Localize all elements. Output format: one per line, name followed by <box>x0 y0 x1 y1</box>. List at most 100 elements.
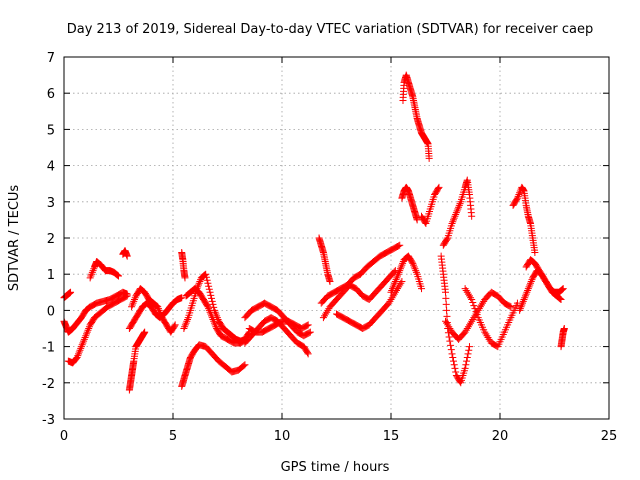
data-point <box>183 317 191 325</box>
data-point <box>506 302 514 310</box>
data-point <box>442 317 449 325</box>
data-point <box>89 267 97 275</box>
data-point <box>396 265 404 273</box>
data-point <box>394 272 402 280</box>
data-point <box>391 279 399 287</box>
data-point <box>205 285 213 293</box>
data-point <box>522 290 530 298</box>
data-point <box>443 312 451 320</box>
data-point <box>558 285 566 293</box>
data-point <box>447 341 455 349</box>
data-point <box>450 361 458 369</box>
data-point <box>181 321 189 329</box>
data-point <box>445 323 453 331</box>
data-point <box>513 194 521 202</box>
series-track-i <box>132 328 149 351</box>
series-track-p <box>245 317 312 336</box>
data-point <box>448 350 456 358</box>
data-point <box>304 321 312 329</box>
data-point <box>525 283 533 291</box>
data-point <box>517 303 525 311</box>
data-point <box>208 294 216 302</box>
series-track-x <box>418 183 443 228</box>
data-point <box>303 349 311 357</box>
data-point <box>210 319 218 327</box>
data-point <box>84 326 92 334</box>
data-point <box>468 212 476 220</box>
data-point <box>195 279 203 287</box>
data-point <box>387 296 395 304</box>
data-point <box>444 321 452 329</box>
series-track-e <box>119 247 131 260</box>
series-track-z <box>439 176 476 249</box>
data-point <box>435 183 443 191</box>
data-point <box>560 325 568 332</box>
series-track-w <box>398 183 421 224</box>
data-point <box>210 317 218 325</box>
data-point <box>324 306 332 314</box>
data-point <box>388 294 396 302</box>
y-axis-label: SDTVAR / TECUs <box>7 185 22 292</box>
data-point <box>409 259 417 267</box>
x-tick-label: 5 <box>169 429 177 444</box>
data-point <box>454 205 462 213</box>
data-point <box>393 274 401 282</box>
data-point <box>516 305 524 313</box>
data-point <box>154 305 162 313</box>
y-tick-label: 1 <box>47 268 55 283</box>
series-track-a <box>60 288 131 336</box>
data-point <box>442 300 450 308</box>
x-tick-label: 0 <box>60 429 68 444</box>
axis-ticks: 0 5 10 15 20 25 -3 -2 -1 0 1 2 3 4 5 6 7 <box>42 51 617 444</box>
data-point <box>476 303 484 311</box>
data-point <box>211 321 219 329</box>
data-point <box>450 214 458 222</box>
data-point <box>455 201 463 209</box>
data-point <box>413 216 421 224</box>
data-point <box>208 314 216 322</box>
data-point <box>184 315 192 323</box>
data-point <box>453 207 461 215</box>
data-point <box>85 325 93 332</box>
data-point <box>518 301 526 309</box>
data-point <box>455 203 463 211</box>
y-tick-label: 3 <box>47 196 55 211</box>
data-point <box>464 323 472 331</box>
data-point <box>462 286 470 294</box>
data-point <box>205 282 213 290</box>
data-point <box>513 195 521 203</box>
series-track-b <box>64 292 131 367</box>
series-track-f <box>125 343 140 394</box>
data-point <box>131 294 139 302</box>
data-point <box>521 294 529 302</box>
series-track-c <box>60 288 75 302</box>
data-point <box>157 310 165 318</box>
data-point <box>443 235 451 243</box>
y-tick-label: 7 <box>47 51 55 66</box>
data-point <box>209 300 217 308</box>
data-point <box>448 220 456 228</box>
data-point <box>208 297 216 305</box>
data-point <box>461 364 469 372</box>
x-tick-label: 20 <box>492 429 509 444</box>
data-point <box>389 283 397 291</box>
data-point <box>449 357 457 365</box>
data-point <box>524 286 532 294</box>
y-tick-label: 4 <box>47 160 55 175</box>
data-point <box>446 337 454 345</box>
data-point <box>390 290 398 298</box>
data-point <box>507 303 515 311</box>
data-point <box>523 288 531 296</box>
data-point <box>408 258 416 266</box>
data-point <box>122 293 130 301</box>
data-point <box>202 273 210 281</box>
y-tick-label: 5 <box>47 123 55 138</box>
data-point <box>451 212 459 220</box>
data-point <box>212 323 220 331</box>
data-point <box>304 350 312 358</box>
data-point <box>141 328 149 336</box>
data-point <box>452 209 460 217</box>
series-track-aa <box>442 288 515 343</box>
data-point <box>82 332 90 340</box>
data-point <box>412 267 420 275</box>
